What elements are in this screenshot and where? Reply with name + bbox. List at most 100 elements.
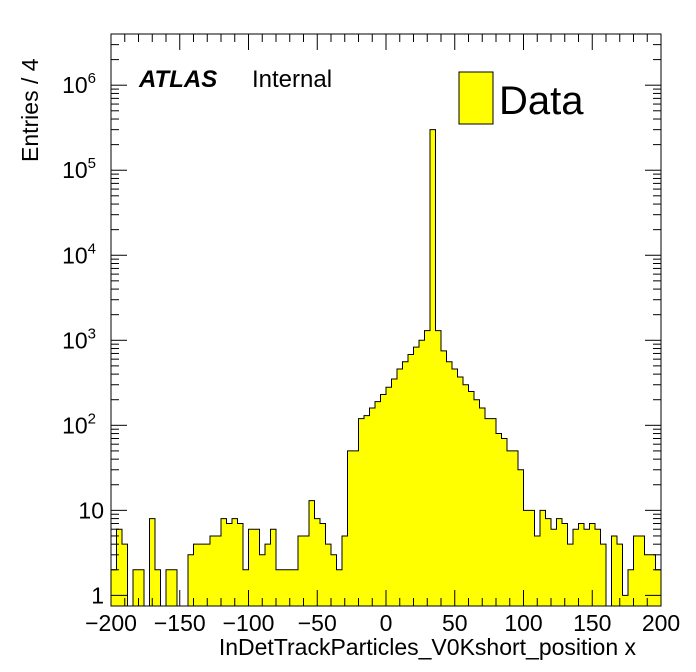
legend-label: Data <box>499 79 584 123</box>
histogram-bar <box>562 523 568 606</box>
histogram-bar <box>243 569 249 606</box>
histogram-bar <box>149 518 155 606</box>
histogram-bar <box>512 450 518 606</box>
y-tick-label: 105 <box>62 155 96 183</box>
histogram-bar <box>155 569 161 606</box>
y-tick-label: 102 <box>62 410 96 438</box>
histogram-bar <box>314 518 320 606</box>
histogram-bar <box>391 379 397 606</box>
histogram-bar <box>551 529 557 606</box>
x-tick-label: −200 <box>85 610 137 636</box>
histogram-bar <box>193 544 199 606</box>
histogram-bar <box>320 523 326 606</box>
histogram-bar <box>358 418 364 606</box>
legend: Data <box>458 71 584 125</box>
histogram-bar <box>617 544 623 606</box>
histogram-bar <box>386 387 392 606</box>
histogram-bar <box>457 377 463 606</box>
histogram-bar <box>111 569 117 606</box>
histogram-bar <box>545 518 551 606</box>
histogram-bar <box>584 529 590 606</box>
histogram-bar <box>210 535 216 606</box>
histogram-bar <box>375 401 381 606</box>
histogram-bar <box>270 529 276 606</box>
histogram-bar <box>490 418 496 606</box>
histogram-bar <box>622 595 628 606</box>
histogram-bar <box>331 554 337 606</box>
x-tick-label: −100 <box>223 610 275 636</box>
histogram-bar <box>501 438 507 606</box>
histogram-bar <box>540 510 546 606</box>
histogram-bar <box>408 354 414 606</box>
histogram-bar <box>441 350 447 606</box>
histogram-bar <box>369 407 375 606</box>
histogram-bar <box>265 544 271 606</box>
histogram-bar <box>303 535 309 606</box>
histogram-bar <box>507 450 513 606</box>
histogram-bar <box>215 535 221 606</box>
histogram-bar <box>424 330 430 606</box>
x-tick-label: 150 <box>573 610 611 636</box>
histogram-bar <box>402 361 408 606</box>
histogram-bar <box>644 554 650 606</box>
histogram-bar <box>309 500 315 606</box>
histogram-bar <box>573 529 579 606</box>
histogram-bar <box>556 518 562 606</box>
histogram-bar <box>589 523 595 606</box>
x-tick-label: 0 <box>380 610 393 636</box>
histogram-bar <box>655 569 661 606</box>
histogram-bar <box>237 523 243 606</box>
histogram-bar <box>523 510 529 606</box>
histogram-bar <box>479 407 485 606</box>
histogram-bar <box>298 535 304 606</box>
histogram-bar <box>221 518 227 606</box>
x-tick-label: 50 <box>442 610 468 636</box>
histogram-bar <box>138 569 144 606</box>
histogram-bar <box>342 535 348 606</box>
y-tick-label: 106 <box>62 70 96 98</box>
histogram-bar <box>226 523 232 606</box>
histogram-bar <box>287 569 293 606</box>
y-tick-label: 104 <box>62 240 96 268</box>
histogram-bar <box>600 544 606 606</box>
histogram-bar <box>336 569 342 606</box>
histogram-bar <box>292 569 298 606</box>
histogram-bar <box>232 518 238 606</box>
legend-swatch <box>458 71 494 125</box>
histogram-bar <box>639 535 645 606</box>
histogram-bar <box>628 569 634 606</box>
histogram-bar <box>567 544 573 606</box>
histogram-bar <box>166 569 172 606</box>
histogram-bar <box>468 391 474 606</box>
x-axis-label: InDetTrackParticles_V0Kshort_position x <box>219 634 637 660</box>
histogram-bar <box>485 418 491 606</box>
histogram-bar <box>413 347 419 606</box>
x-tick-label: −150 <box>154 610 206 636</box>
histogram-bar <box>171 569 177 606</box>
histogram-bar <box>276 569 282 606</box>
histogram-bar <box>611 535 617 606</box>
histogram-bar <box>364 415 370 606</box>
histogram-bar <box>380 394 386 606</box>
histogram-bar <box>474 399 480 606</box>
histogram-bar <box>430 129 436 606</box>
histogram-bar <box>452 368 458 606</box>
histogram-bar <box>578 523 584 606</box>
histogram-bar <box>133 569 139 606</box>
histogram-bar <box>496 433 502 606</box>
histogram-bar <box>595 529 601 606</box>
histogram-bar <box>529 510 535 606</box>
y-axis: 1 10 102 103 104 105 106 <box>62 33 661 608</box>
y-tick-label: 10 <box>78 497 104 523</box>
histogram-outline <box>111 129 661 607</box>
histogram-bar <box>259 554 265 606</box>
histogram-bar <box>254 529 260 606</box>
histogram-bar <box>518 469 524 606</box>
x-tick-label: −50 <box>298 610 337 636</box>
histogram-bar <box>419 340 425 606</box>
x-tick-label: 200 <box>642 610 680 636</box>
histogram-bar <box>435 330 441 606</box>
y-axis-label: Entries / 4 <box>17 58 43 162</box>
histogram-bar <box>325 544 331 606</box>
